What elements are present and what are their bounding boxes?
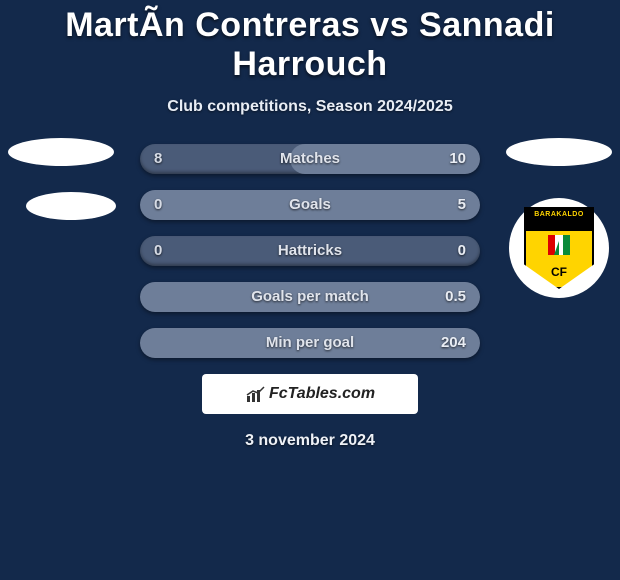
- brand-text: FcTables.com: [269, 385, 375, 403]
- stat-label: Goals: [140, 190, 480, 220]
- footer-date: 3 november 2024: [0, 432, 620, 450]
- player-right-avatar: BARAKALDO CF: [504, 138, 614, 290]
- stat-row: 0Hattricks0: [140, 236, 480, 266]
- stats-section: BARAKALDO CF 8M: [0, 144, 620, 358]
- avatar-placeholder-icon: [26, 192, 116, 220]
- stat-row: 0Goals5: [140, 190, 480, 220]
- stat-label: Min per goal: [140, 328, 480, 358]
- comparison-card: MartÃ­n Contreras vs Sannadi Harrouch Cl…: [0, 0, 620, 450]
- club-crest: BARAKALDO CF: [509, 206, 609, 290]
- stat-rows: 8Matches100Goals50Hattricks0Goals per ma…: [140, 144, 480, 358]
- stat-label: Matches: [140, 144, 480, 174]
- crest-top-text: BARAKALDO: [526, 211, 592, 218]
- page-subtitle: Club competitions, Season 2024/2025: [0, 98, 620, 116]
- crest-shield-icon: BARAKALDO CF: [524, 207, 594, 289]
- stat-label: Hattricks: [140, 236, 480, 266]
- stat-right-value: 204: [441, 328, 466, 358]
- stat-row: Goals per match0.5: [140, 282, 480, 312]
- stat-right-value: 10: [449, 144, 466, 174]
- stat-row: Min per goal204: [140, 328, 480, 358]
- crest-circle: BARAKALDO CF: [509, 198, 609, 298]
- avatar-placeholder-icon: [8, 138, 114, 166]
- stat-row: 8Matches10: [140, 144, 480, 174]
- stat-label: Goals per match: [140, 282, 480, 312]
- stat-right-value: 0.5: [445, 282, 466, 312]
- stat-right-value: 5: [458, 190, 466, 220]
- page-title: MartÃ­n Contreras vs Sannadi Harrouch: [0, 6, 620, 84]
- player-left-avatar: [6, 138, 116, 220]
- crest-flag-icon: [548, 235, 570, 255]
- avatar-placeholder-icon: [506, 138, 612, 166]
- chart-icon: [245, 386, 265, 402]
- brand-badge: FcTables.com: [202, 374, 418, 414]
- crest-bottom-text: CF: [526, 265, 592, 279]
- stat-right-value: 0: [458, 236, 466, 266]
